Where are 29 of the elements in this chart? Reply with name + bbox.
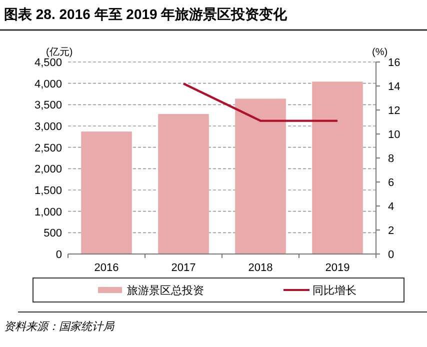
y-tick-label: 1,500 <box>34 185 62 197</box>
x-tick-label: 2016 <box>94 262 119 274</box>
y-tick-label: 2,000 <box>34 164 62 176</box>
y2-tick-label: 4 <box>388 201 394 213</box>
y-tick-label: 3,500 <box>34 100 62 112</box>
y-tick-label: 1,000 <box>34 206 62 218</box>
y-tick-label: 500 <box>44 228 62 240</box>
y2-tick-label: 12 <box>388 105 400 117</box>
y2-tick-label: 6 <box>388 177 394 189</box>
x-tick-label: 2017 <box>171 262 196 274</box>
y2-tick-label: 10 <box>388 129 400 141</box>
y2-tick-label: 2 <box>388 225 394 237</box>
text: 资料来源：国家统计局 <box>4 320 115 333</box>
y2-tick-label: 14 <box>388 81 400 93</box>
legend-label: 同比增长 <box>312 284 356 297</box>
y2-tick-label: 16 <box>388 57 400 69</box>
ylabel: (亿元) <box>46 47 73 58</box>
title: 图表 28. 2016 年至 2019 年旅游景区投资变化 <box>4 6 288 22</box>
y2label: (%) <box>372 47 388 58</box>
y2-tick-label: 0 <box>388 249 394 261</box>
y-tick-label: 3,000 <box>34 121 62 133</box>
x-tick-label: 2019 <box>325 262 350 274</box>
y-tick-label: 4,000 <box>34 78 62 90</box>
legend-label: 旅游景区总投资 <box>127 284 204 297</box>
y2-tick-label: 8 <box>388 153 394 165</box>
y-tick-label: 2,500 <box>34 142 62 154</box>
y-tick-label: 4,500 <box>34 57 62 69</box>
y-tick-label: 0 <box>56 249 62 261</box>
x-tick-label: 2018 <box>248 262 273 274</box>
